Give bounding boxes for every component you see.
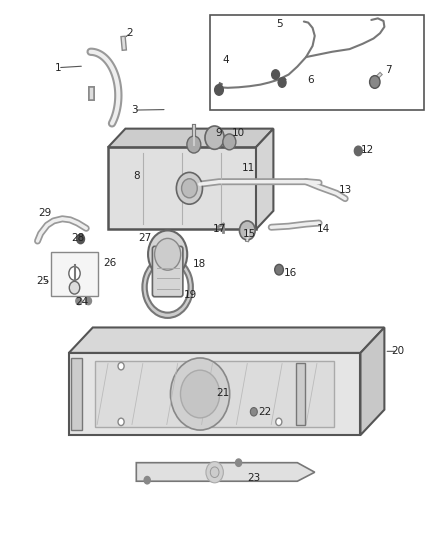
- Circle shape: [182, 179, 197, 198]
- Bar: [108, 147, 256, 229]
- Circle shape: [85, 297, 92, 305]
- Polygon shape: [136, 463, 315, 481]
- Circle shape: [272, 70, 279, 79]
- Text: 20: 20: [391, 346, 404, 357]
- Circle shape: [236, 459, 242, 466]
- Text: 2: 2: [127, 28, 133, 38]
- Circle shape: [118, 418, 124, 425]
- Text: 4: 4: [222, 55, 229, 64]
- Circle shape: [144, 477, 150, 484]
- Text: 11: 11: [242, 164, 255, 173]
- Text: 24: 24: [75, 297, 88, 307]
- Text: 29: 29: [38, 208, 52, 219]
- Polygon shape: [108, 128, 273, 147]
- Polygon shape: [69, 327, 385, 353]
- Text: 17: 17: [212, 224, 226, 235]
- Text: 27: 27: [138, 233, 152, 244]
- Text: 5: 5: [277, 19, 283, 29]
- Text: 16: 16: [284, 268, 297, 278]
- Text: 21: 21: [217, 387, 230, 398]
- Bar: [296, 363, 305, 424]
- Bar: [71, 358, 82, 430]
- Text: 1: 1: [55, 63, 61, 72]
- Circle shape: [275, 264, 283, 275]
- Text: 10: 10: [232, 128, 245, 138]
- Circle shape: [251, 408, 257, 416]
- Text: 23: 23: [247, 473, 261, 482]
- Circle shape: [77, 234, 85, 244]
- Circle shape: [276, 418, 282, 425]
- Polygon shape: [360, 327, 385, 435]
- Bar: [210, 14, 424, 110]
- Bar: [95, 361, 334, 427]
- Circle shape: [370, 76, 380, 88]
- Circle shape: [223, 134, 236, 150]
- Circle shape: [278, 78, 286, 87]
- Circle shape: [76, 297, 82, 305]
- Bar: [50, 252, 99, 296]
- Bar: [69, 353, 360, 435]
- Circle shape: [177, 172, 202, 204]
- Polygon shape: [256, 128, 273, 229]
- Text: 22: 22: [258, 407, 271, 417]
- Text: 25: 25: [36, 276, 49, 286]
- Text: 28: 28: [71, 233, 84, 244]
- Circle shape: [205, 126, 224, 149]
- Circle shape: [210, 467, 219, 478]
- Text: 9: 9: [215, 128, 223, 138]
- Text: 12: 12: [360, 145, 374, 155]
- Circle shape: [155, 238, 181, 270]
- Text: 7: 7: [385, 66, 392, 75]
- Circle shape: [180, 370, 219, 418]
- Circle shape: [187, 136, 201, 153]
- Circle shape: [170, 358, 230, 430]
- Text: 15: 15: [243, 229, 256, 239]
- Text: 14: 14: [317, 224, 330, 235]
- Text: 19: 19: [184, 289, 198, 300]
- Circle shape: [240, 221, 255, 240]
- Circle shape: [354, 146, 362, 156]
- Circle shape: [206, 462, 223, 483]
- Text: 8: 8: [133, 172, 140, 181]
- Circle shape: [148, 230, 187, 278]
- Circle shape: [215, 85, 223, 95]
- Text: 13: 13: [339, 184, 352, 195]
- Text: 26: 26: [103, 258, 117, 268]
- Text: 6: 6: [307, 75, 314, 85]
- Text: 3: 3: [131, 105, 138, 115]
- Circle shape: [118, 362, 124, 370]
- Text: 18: 18: [193, 259, 206, 269]
- Circle shape: [69, 281, 80, 294]
- Circle shape: [69, 266, 80, 280]
- FancyBboxPatch shape: [152, 246, 183, 297]
